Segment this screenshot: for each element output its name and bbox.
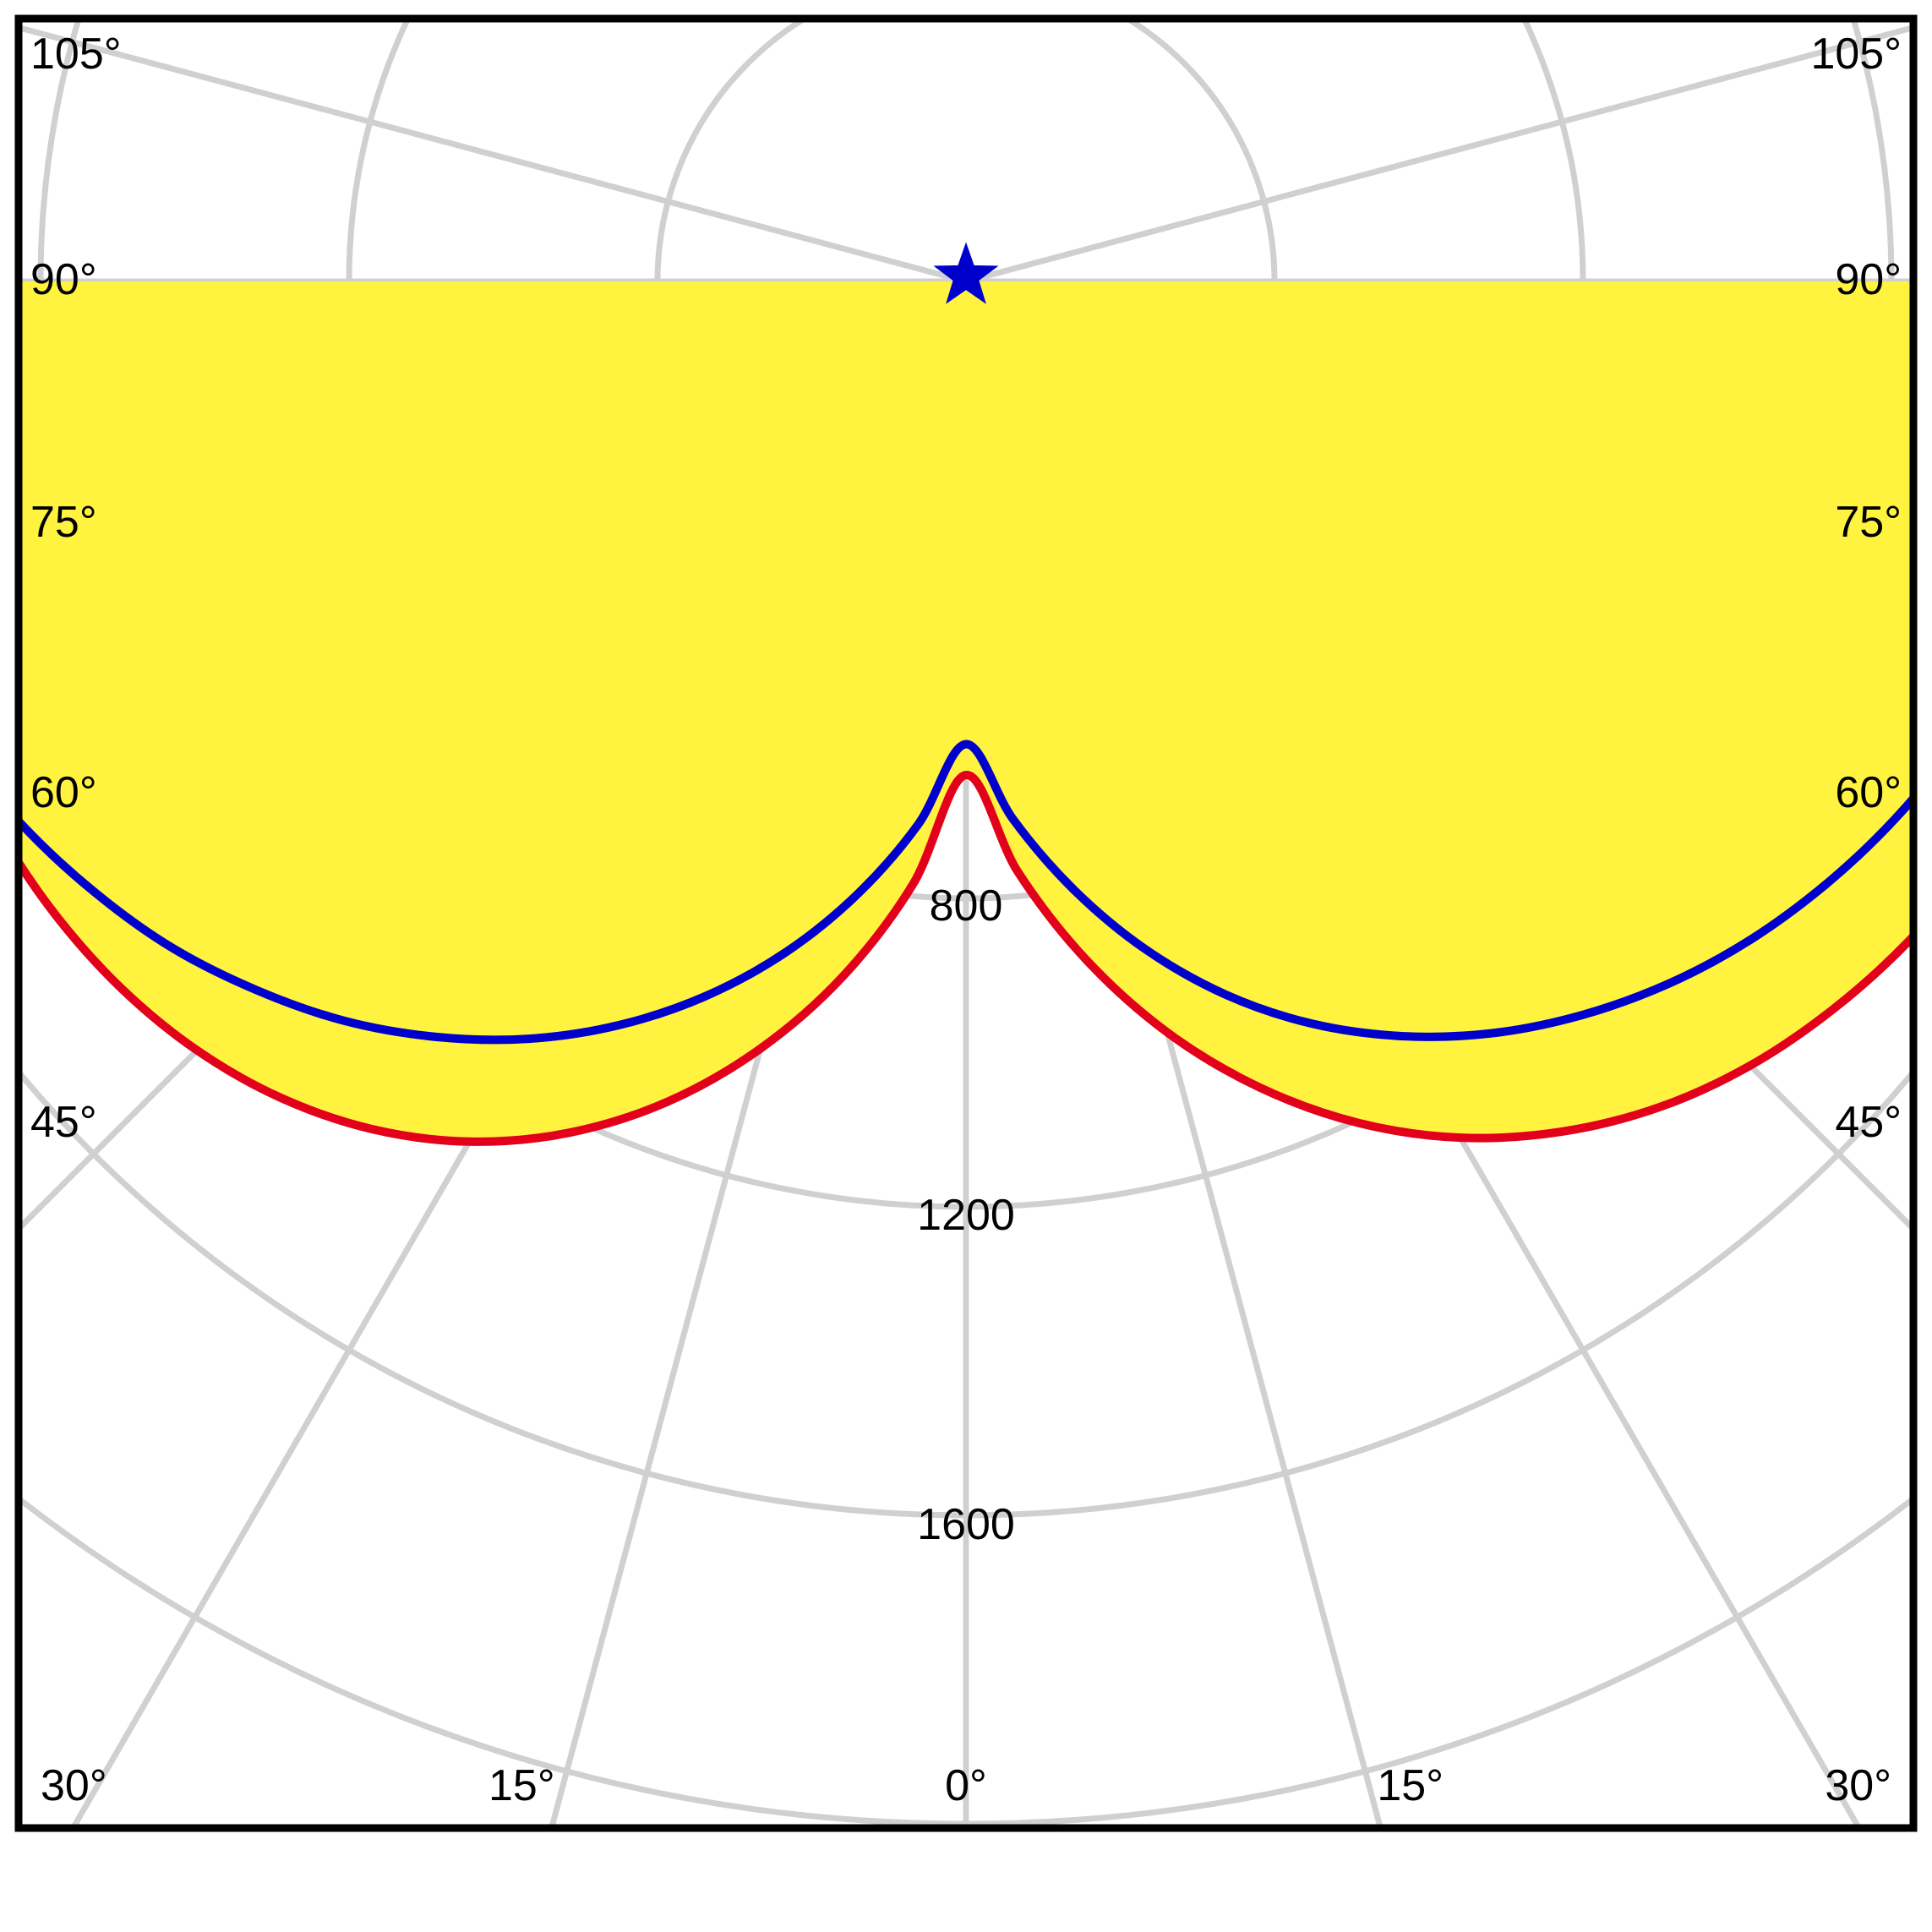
luminous-flux-fill	[19, 281, 1913, 1142]
angle-label-center-0: 0°	[945, 1761, 987, 1810]
angle-label-left-45: 45°	[30, 1098, 97, 1147]
radial-label-1200: 1200	[917, 1191, 1015, 1240]
angle-label-right-75: 75°	[1835, 498, 1902, 547]
angle-label-right-105: 105°	[1810, 30, 1902, 79]
angle-label-right-60: 60°	[1835, 768, 1902, 817]
angle-label-left-105: 105°	[30, 30, 122, 79]
angle-label-right-30: 30°	[1825, 1761, 1891, 1810]
angle-label-right-90: 90°	[1835, 255, 1902, 304]
angle-label-left-30: 30°	[41, 1761, 107, 1810]
angle-label-right-45: 45°	[1835, 1098, 1902, 1147]
radial-label-800: 800	[929, 881, 1003, 931]
radial-label-1600: 1600	[917, 1500, 1015, 1549]
angle-label-right-15: 15°	[1377, 1761, 1444, 1810]
angle-label-left-60: 60°	[30, 768, 97, 817]
angle-label-left-15: 15°	[488, 1761, 555, 1810]
angle-label-left-90: 90°	[30, 255, 97, 304]
distribution-curves	[19, 242, 1913, 1146]
angle-label-left-75: 75°	[30, 498, 97, 547]
plot-frame	[14, 14, 1918, 1832]
